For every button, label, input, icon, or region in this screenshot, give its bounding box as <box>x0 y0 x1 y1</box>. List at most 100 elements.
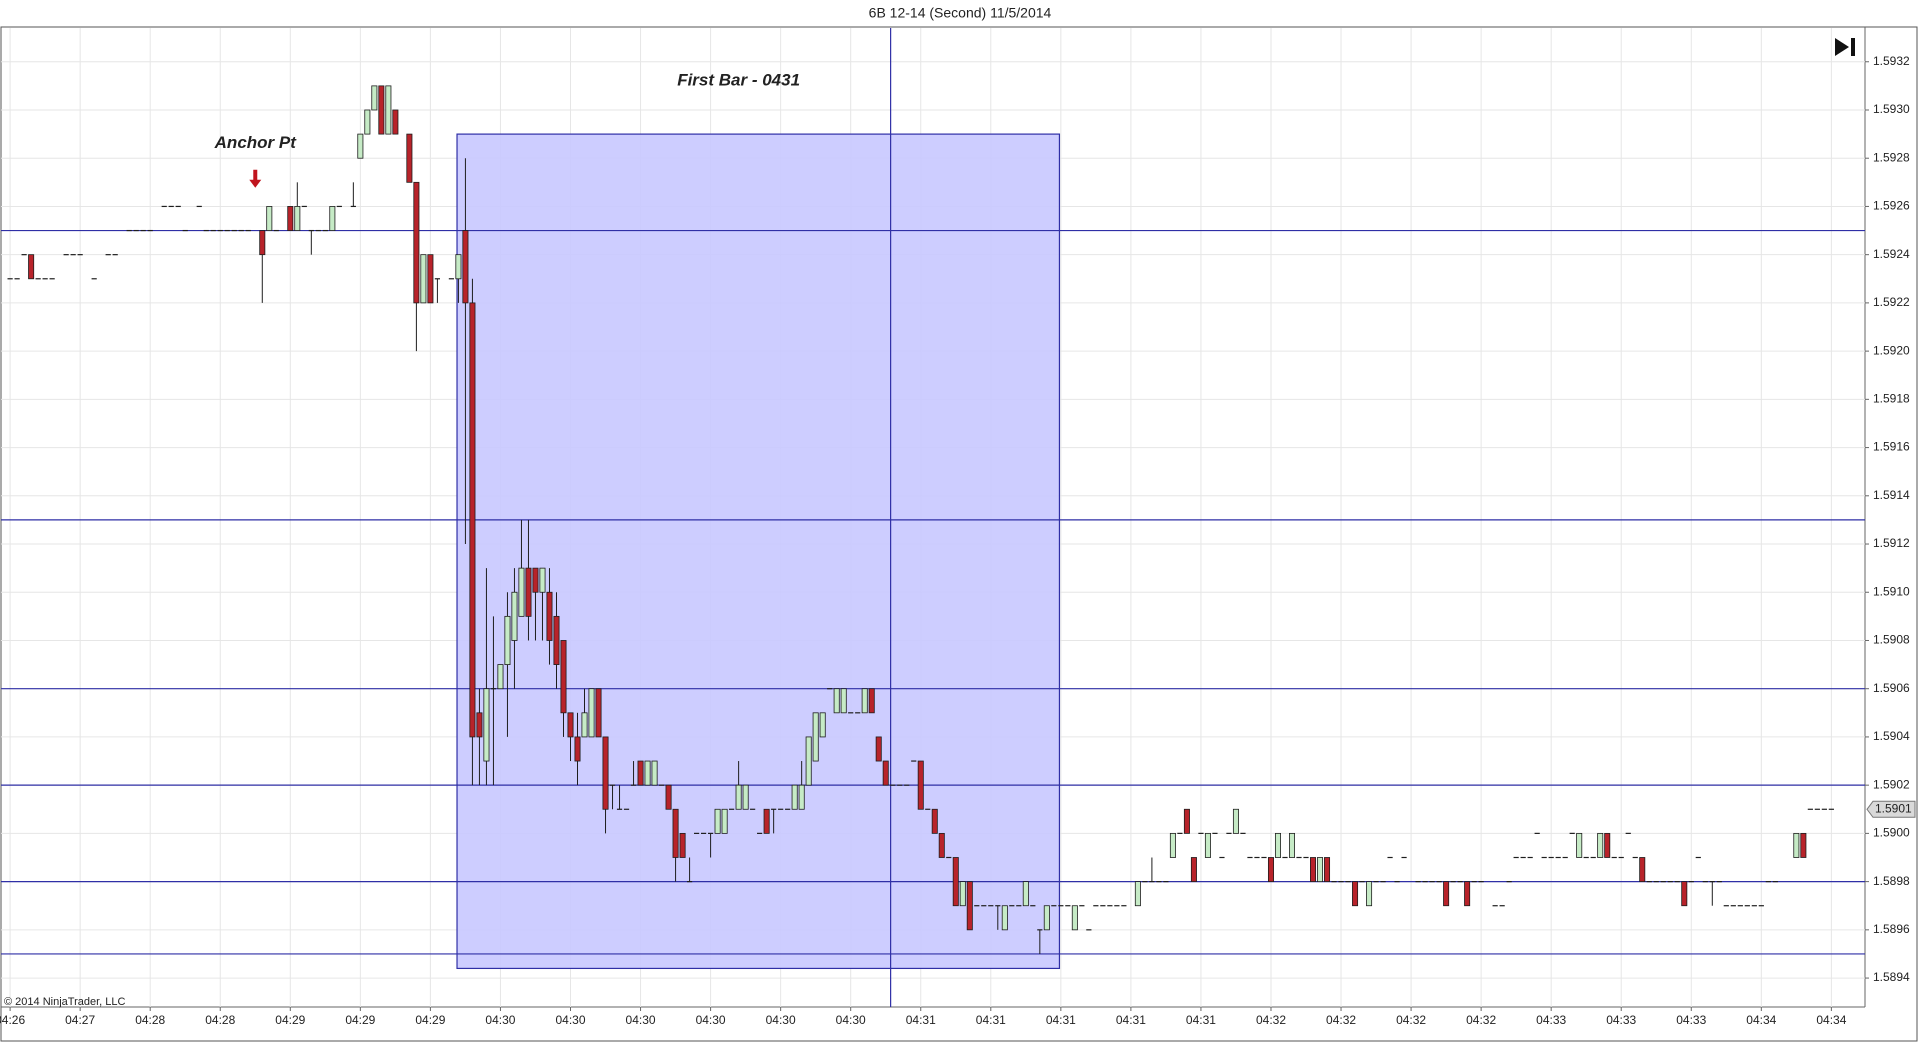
candle-body <box>763 808 770 834</box>
candle-body <box>1324 857 1331 883</box>
candle-body <box>966 881 973 931</box>
y-tick-label: 1.5894 <box>1873 970 1910 984</box>
candle-body <box>504 615 511 665</box>
copyright: © 2014 NinjaTrader, LLC <box>4 996 125 1008</box>
x-tick-label: 04:31 <box>1116 1013 1146 1027</box>
candle-body <box>266 206 273 231</box>
candle-body <box>1001 905 1008 931</box>
candle-body <box>574 736 581 762</box>
x-tick-label: 04:33 <box>1676 1013 1706 1027</box>
candle-body <box>413 181 420 304</box>
candle-body <box>462 230 469 304</box>
candle-body <box>420 254 427 304</box>
y-tick-label: 1.5896 <box>1873 922 1910 936</box>
candle-body <box>938 832 945 858</box>
candle-body <box>931 808 938 834</box>
candle-body <box>553 615 560 665</box>
candle-body <box>378 85 385 135</box>
overlay-layer: Anchor Pt First Bar - 0431 © 2014 NinjaTra… <box>4 71 1916 1008</box>
candle-body <box>476 712 483 738</box>
candle-body <box>567 712 574 738</box>
candle-body <box>28 254 35 280</box>
x-tick-label: 04:28 <box>135 1013 165 1027</box>
candle-body <box>1576 832 1583 858</box>
candle-body <box>805 736 812 786</box>
candle-body <box>875 736 882 762</box>
region-rectangle <box>456 133 1061 970</box>
candle-body <box>357 133 364 159</box>
candle-body <box>651 760 658 786</box>
candle-body <box>1274 832 1281 858</box>
candle-body <box>1639 857 1646 883</box>
candle-body <box>665 784 672 810</box>
candle-body <box>1289 832 1296 858</box>
x-tick-label: 04:26 <box>0 1013 25 1027</box>
candle-body <box>1134 881 1141 907</box>
x-tick-label: 04:32 <box>1466 1013 1496 1027</box>
y-tick-label: 1.5910 <box>1873 584 1910 598</box>
x-tick-label: 04:29 <box>415 1013 445 1027</box>
candle-body <box>1604 832 1611 858</box>
candle-body <box>1204 832 1211 858</box>
candle-body <box>588 688 595 738</box>
candle-body <box>819 712 826 738</box>
candle-body <box>868 688 875 714</box>
candle-body <box>497 664 504 690</box>
candle-body <box>1190 857 1197 883</box>
y-tick-label: 1.5918 <box>1873 392 1910 406</box>
candle-body <box>525 567 532 617</box>
candle-body <box>581 712 588 738</box>
chart-frame <box>0 26 1918 1042</box>
candle-body <box>1310 857 1317 883</box>
chart-title: 6B 12-14 (Second) 11/5/2014 <box>869 5 1052 21</box>
candle-body <box>455 254 462 280</box>
y-tick-label: 1.5904 <box>1873 729 1910 743</box>
x-tick-label: 04:32 <box>1396 1013 1426 1027</box>
x-tick-label: 04:30 <box>696 1013 726 1027</box>
x-tick-label: 04:32 <box>1326 1013 1356 1027</box>
candle-body <box>546 591 553 641</box>
y-tick-label: 1.5924 <box>1873 247 1910 261</box>
candle-body <box>483 688 490 762</box>
drawing-layer <box>1 28 1865 1007</box>
x-tick-label: 04:30 <box>836 1013 866 1027</box>
candle-body <box>959 881 966 907</box>
candle-body <box>1597 832 1604 858</box>
x-tick-label: 04:30 <box>555 1013 585 1027</box>
candle-body <box>1352 881 1359 907</box>
candle-body <box>812 712 819 762</box>
x-tick-label: 04:33 <box>1606 1013 1636 1027</box>
candle-body <box>560 640 567 714</box>
candle-body <box>721 808 728 834</box>
x-tick-label: 04:34 <box>1746 1013 1776 1027</box>
candle-body <box>1793 832 1800 858</box>
y-tick-label: 1.5916 <box>1873 440 1910 454</box>
candle-body <box>406 133 413 183</box>
x-tick-label: 04:30 <box>485 1013 515 1027</box>
candle-body <box>259 230 266 256</box>
bars-layer <box>7 85 1834 954</box>
anchor-arrow <box>249 169 262 188</box>
scroll-end-icon[interactable] <box>1835 38 1855 56</box>
candle-body <box>294 206 301 231</box>
candle-body <box>364 109 371 135</box>
y-tick-label: 1.5932 <box>1873 54 1910 68</box>
candle-body <box>518 567 525 617</box>
x-tick-label: 04:27 <box>65 1013 95 1027</box>
candle-body <box>1043 905 1050 931</box>
candle-body <box>791 784 798 810</box>
x-tick-label: 04:31 <box>906 1013 936 1027</box>
candle-body <box>637 760 644 786</box>
candle-body <box>371 85 378 111</box>
candle-body <box>1169 832 1176 858</box>
x-tick-label: 04:32 <box>1256 1013 1286 1027</box>
annotation: Anchor Pt <box>214 133 298 152</box>
candle-body <box>952 857 959 907</box>
candle-body <box>1681 881 1688 907</box>
x-tick-label: 04:34 <box>1816 1013 1846 1027</box>
candle-body <box>861 688 868 714</box>
x-tick-label: 04:30 <box>766 1013 796 1027</box>
candle-body <box>427 254 434 304</box>
candle-body <box>392 109 399 135</box>
